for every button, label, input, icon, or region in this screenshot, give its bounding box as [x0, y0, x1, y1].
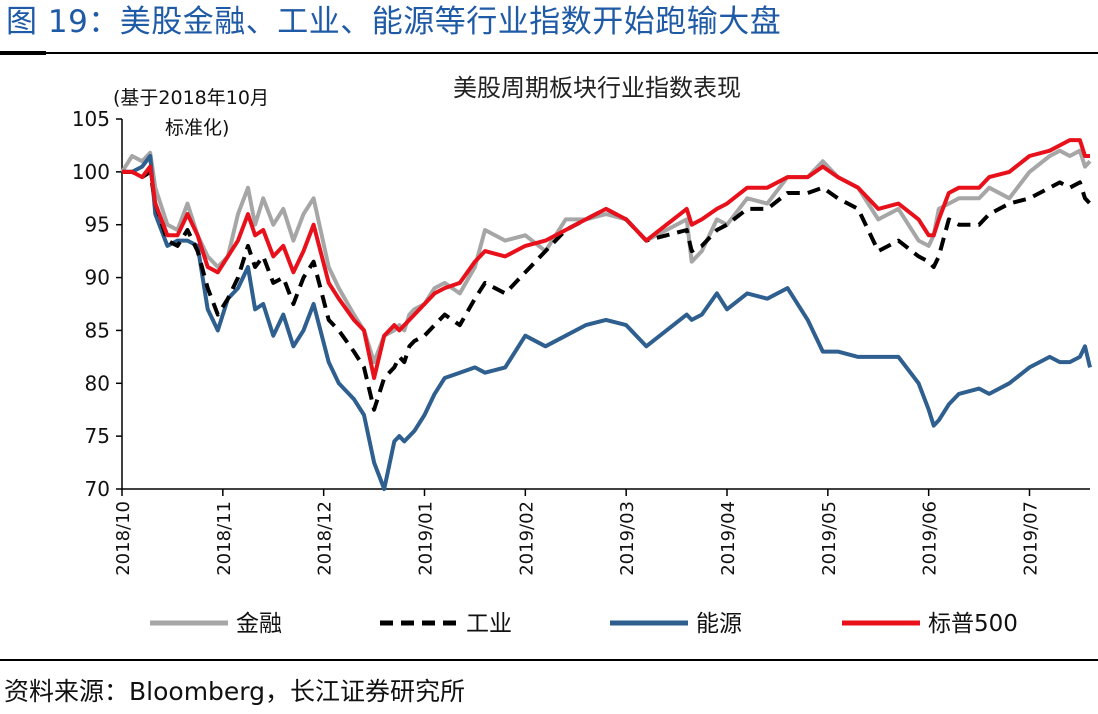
series-line-financials [120, 148, 1092, 365]
source-note: 资料来源：Bloomberg，长江证券研究所 [4, 677, 465, 706]
x-tick-label: 2019/01 [416, 501, 437, 576]
figure-title: 图 19：美股金融、工业、能源等行业指数开始跑输大盘 [6, 4, 782, 40]
x-tick-label: 2018/11 [214, 501, 235, 576]
series-layer [120, 138, 1092, 491]
normalization-note-line1: (基于2018年10月 [113, 87, 269, 109]
series-line-sp500 [122, 138, 1090, 380]
y-axis: 70 75 80 85 90 95 100 105 [72, 107, 123, 501]
x-axis: 2018/10 2018/11 2018/12 2019/01 2019/02 2019/… [113, 488, 1090, 576]
normalization-note-line2: 标准化) [165, 117, 229, 139]
y-tick-label: 100 [72, 160, 110, 184]
legend-label-sp500: 标普500 [928, 611, 1018, 637]
source-rule [0, 659, 1098, 661]
y-tick-label: 75 [85, 424, 110, 448]
x-tick-label: 2019/07 [1021, 501, 1042, 576]
legend: 金融 工业 能源 标普500 [150, 611, 1018, 637]
series-line-industrials [122, 169, 1092, 412]
legend-label-energy: 能源 [696, 611, 742, 637]
legend-label-industrials: 工业 [466, 611, 512, 637]
y-tick-label: 90 [85, 266, 110, 290]
y-tick-label: 95 [85, 213, 110, 237]
series-line-energy [122, 154, 1092, 491]
chart-title: 美股周期板块行业指数表现 [453, 74, 741, 102]
title-rule-accent [0, 51, 46, 55]
y-tick-label: 85 [85, 318, 110, 342]
x-tick-label: 2019/05 [819, 501, 840, 576]
x-tick-label: 2018/10 [113, 501, 134, 576]
x-tick-label: 2019/04 [718, 501, 739, 576]
title-rule [0, 52, 1098, 54]
y-tick-label: 105 [72, 107, 110, 131]
y-tick-label: 80 [85, 371, 110, 395]
x-tick-label: 2019/06 [920, 501, 941, 576]
y-tick-label: 70 [85, 477, 110, 501]
x-tick-label: 2018/12 [315, 501, 336, 576]
legend-label-financials: 金融 [236, 611, 282, 637]
x-tick-label: 2019/02 [516, 501, 537, 576]
x-tick-label: 2019/03 [617, 501, 638, 576]
